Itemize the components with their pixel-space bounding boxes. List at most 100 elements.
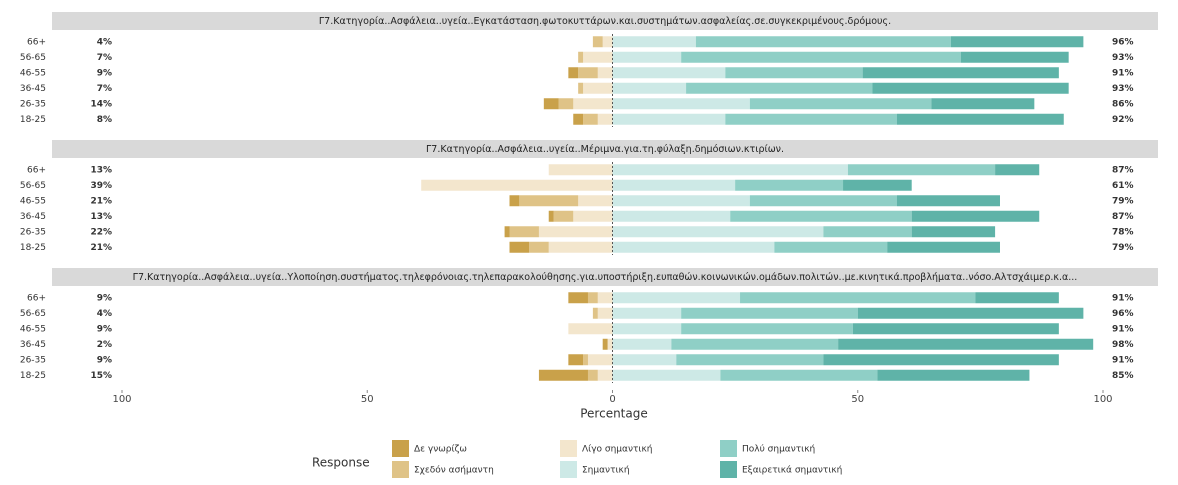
category-label: 18-25 <box>20 371 46 381</box>
left-total-label: 7% <box>97 84 112 94</box>
bar-segment <box>730 210 912 222</box>
category-label: 46-55 <box>20 324 46 334</box>
bar-segment <box>872 82 1069 94</box>
bar-segment <box>558 98 574 110</box>
panel-strip <box>52 268 1158 286</box>
bar-segment <box>573 210 613 222</box>
category-label: 66+ <box>27 37 46 47</box>
bar-segment <box>735 179 844 191</box>
panel-title: Γ7.Κατηγορία..Ασφάλεια..υγεία..Υλοποίηση… <box>133 272 1078 283</box>
x-tick-label: 50 <box>361 394 374 405</box>
bar-segment <box>847 164 996 176</box>
bar-segment <box>612 36 696 48</box>
bar-segment <box>887 241 1000 253</box>
bar-segment <box>612 323 682 335</box>
bar-segment <box>509 241 530 253</box>
right-total-label: 87% <box>1112 165 1134 175</box>
bar-segment <box>583 113 598 125</box>
category-label: 56-65 <box>20 181 46 191</box>
x-tick-label: 50 <box>851 394 864 405</box>
bar-segment <box>995 164 1040 176</box>
left-total-label: 8% <box>97 115 112 125</box>
bar-segment <box>612 292 741 304</box>
bar-segment <box>548 241 613 253</box>
left-total-label: 4% <box>97 309 112 319</box>
x-axis-label: Percentage <box>580 407 648 421</box>
bar-segment <box>960 51 1069 63</box>
right-total-label: 79% <box>1112 196 1134 206</box>
bar-segment <box>950 36 1084 48</box>
bar-segment <box>686 82 873 94</box>
bar-segment <box>602 36 613 48</box>
left-total-label: 21% <box>90 196 112 206</box>
right-total-label: 92% <box>1112 115 1134 125</box>
bar-segment <box>597 113 613 125</box>
bar-segment <box>725 67 863 79</box>
x-tick-label: 100 <box>1093 394 1112 405</box>
left-total-label: 4% <box>97 37 112 47</box>
legend-label: Σχεδόν ασήμαντη <box>414 465 494 476</box>
bar-segment <box>857 307 1084 319</box>
bar-segment <box>568 354 584 366</box>
right-total-label: 96% <box>1112 309 1134 319</box>
left-total-label: 13% <box>90 212 112 222</box>
bar-segment <box>607 338 613 350</box>
bar-segment <box>421 179 613 191</box>
x-tick-label: 0 <box>609 394 615 405</box>
bar-segment <box>740 292 976 304</box>
bar-segment <box>602 338 608 350</box>
bar-segment <box>749 98 932 110</box>
legend-label: Πολύ σημαντική <box>742 444 815 455</box>
bar-segment <box>911 226 996 238</box>
panel-title: Γ7.Κατηγορία..Ασφάλεια..υγεία..Μέριμνα.γ… <box>426 144 784 155</box>
bar-segment <box>612 241 775 253</box>
panel-strip <box>52 140 1158 158</box>
bar-segment <box>538 226 613 238</box>
bar-segment <box>583 82 613 94</box>
bar-segment <box>852 323 1059 335</box>
bar-segment <box>504 226 510 238</box>
bar-segment <box>862 67 1059 79</box>
bar-segment <box>578 51 584 63</box>
category-label: 56-65 <box>20 309 46 319</box>
bar-segment <box>843 179 912 191</box>
bar-segment <box>587 292 598 304</box>
bar-segment <box>568 292 588 304</box>
bar-segment <box>612 354 677 366</box>
bar-segment <box>538 369 588 381</box>
legend-label: Δε γνωρίζω <box>414 445 467 455</box>
bar-segment <box>519 195 579 207</box>
category-label: 66+ <box>27 165 46 175</box>
bar-segment <box>573 98 613 110</box>
bar-segment <box>612 226 824 238</box>
bar-segment <box>578 67 598 79</box>
bar-segment <box>612 51 682 63</box>
category-label: 46-55 <box>20 196 46 206</box>
legend-swatch <box>720 461 737 478</box>
bar-segment <box>671 338 839 350</box>
bar-segment <box>543 98 559 110</box>
category-label: 36-45 <box>20 340 46 350</box>
category-label: 26-35 <box>20 227 46 237</box>
left-total-label: 22% <box>90 227 112 237</box>
bar-segment <box>553 210 574 222</box>
legend-label: Εξαιρετικά σημαντική <box>742 466 842 476</box>
bar-segment <box>587 354 613 366</box>
right-total-label: 93% <box>1112 53 1134 63</box>
category-label: 56-65 <box>20 53 46 63</box>
bar-segment <box>587 369 598 381</box>
legend-swatch <box>392 461 409 478</box>
bar-segment <box>725 113 897 125</box>
bar-segment <box>774 241 888 253</box>
bar-segment <box>838 338 1094 350</box>
left-total-label: 9% <box>97 324 112 334</box>
bar-segment <box>612 338 672 350</box>
right-total-label: 91% <box>1112 68 1134 78</box>
bar-segment <box>548 164 613 176</box>
bar-segment <box>931 98 1035 110</box>
legend-label: Λίγο σημαντική <box>582 445 652 455</box>
bar-segment <box>529 241 549 253</box>
category-label: 66+ <box>27 293 46 303</box>
category-label: 36-45 <box>20 212 46 222</box>
right-total-label: 86% <box>1112 99 1134 109</box>
